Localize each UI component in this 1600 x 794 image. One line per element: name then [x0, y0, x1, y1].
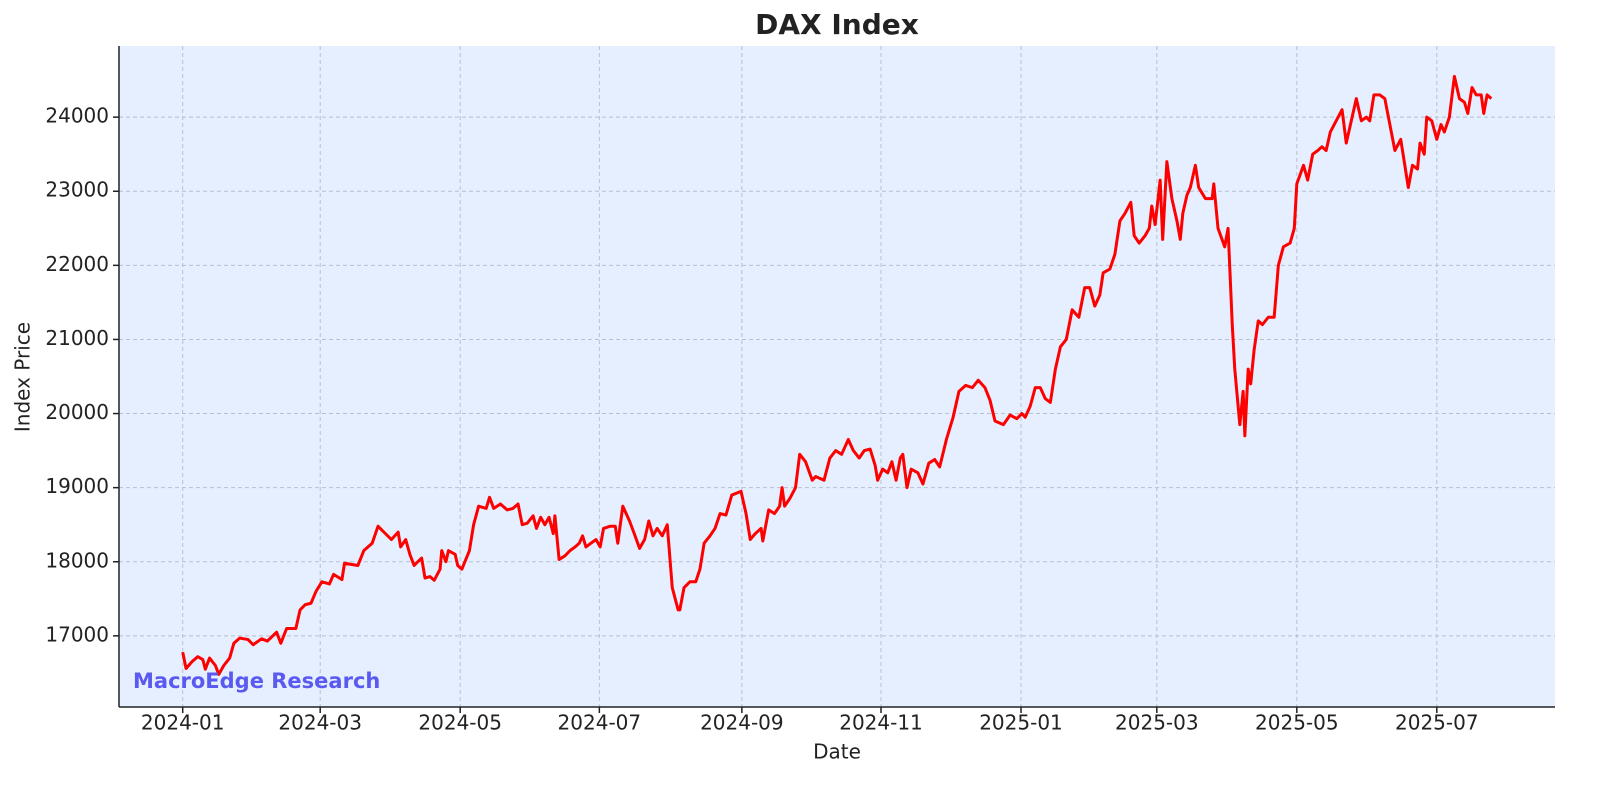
watermark: MacroEdge Research: [133, 669, 380, 693]
y-tick-label: 23000: [45, 178, 109, 202]
y-tick-label: 22000: [45, 252, 109, 276]
y-tick-label: 17000: [45, 622, 109, 646]
chart-title: DAX Index: [755, 8, 919, 41]
x-tick-label: 2025-05: [1255, 711, 1339, 735]
x-tick-label: 2024-09: [700, 711, 784, 735]
x-tick-label: 2024-03: [278, 711, 362, 735]
y-tick-label: 19000: [45, 474, 109, 498]
plot-background: [119, 46, 1555, 707]
x-tick-label: 2024-11: [839, 711, 923, 735]
y-axis-label: Index Price: [11, 322, 35, 432]
x-tick-label: 2025-03: [1115, 711, 1199, 735]
line-series: [181, 74, 1493, 676]
y-tick-label: 20000: [45, 400, 109, 424]
x-axis-label: Date: [813, 740, 861, 764]
x-tick-label: 2024-01: [141, 711, 225, 735]
x-tick-label: 2025-07: [1395, 711, 1479, 735]
x-tick-label: 2025-01: [979, 711, 1063, 735]
x-tick-label: 2024-05: [418, 711, 502, 735]
y-tick-label: 21000: [45, 326, 109, 350]
y-tick-label: 24000: [45, 104, 109, 128]
y-tick-label: 18000: [45, 548, 109, 572]
x-tick-label: 2024-07: [558, 711, 642, 735]
